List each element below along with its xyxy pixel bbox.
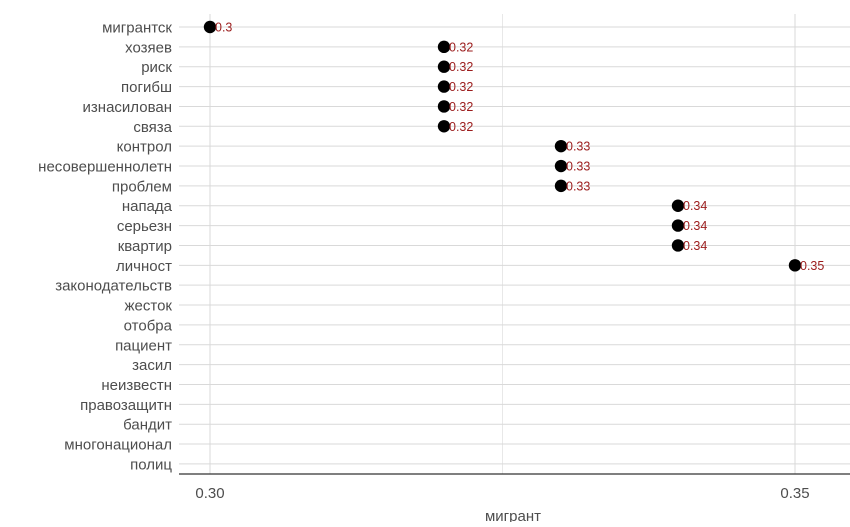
value-label: 0.32 [449,80,473,94]
category-labels: мигрантск хозяев риск погибш изнасилован связ… [38,20,172,474]
category-label: неизвестн [101,377,172,394]
category-label: несовершеннолетн [38,159,172,176]
value-label: 0.35 [800,259,824,273]
category-label: личност [116,258,172,275]
data-point [437,40,451,54]
category-label: связа [133,119,172,136]
data-point [437,120,451,133]
category-label: хозяев [125,39,172,56]
x-axis-title: мигрант [485,508,541,522]
x-tick-label: 0.30 [195,485,224,502]
data-points [203,20,802,272]
value-label: 0.32 [449,40,473,54]
data-point [554,159,568,173]
value-label: 0.34 [683,219,707,233]
value-label: 0.32 [449,100,473,114]
category-label: риск [141,59,172,76]
data-point [554,179,568,193]
category-label: напада [122,198,173,215]
category-label: законодательств [55,278,172,295]
data-point [437,100,451,113]
value-label: 0.33 [566,179,590,193]
value-label: 0.3 [215,21,232,35]
category-label: отобра [124,317,173,334]
value-label: 0.33 [566,140,590,154]
category-label: многонационал [64,437,172,454]
value-label: 0.32 [449,60,473,74]
data-point [554,139,568,153]
data-point [671,219,685,232]
value-label: 0.34 [683,199,707,213]
category-label: погибш [121,79,172,96]
category-label: серьезн [117,218,172,235]
category-label: правозащитн [80,397,172,414]
data-point [671,239,685,252]
category-label: жесток [125,298,173,315]
data-point [788,259,802,272]
data-point [437,80,451,93]
category-label: мигрантск [102,20,172,37]
value-labels: 0.3 0.32 0.32 0.32 0.32 0.32 0.33 0.33 0.33 0.34 0… [215,21,824,273]
category-label: засил [132,357,172,374]
data-point [437,60,451,73]
x-tick-labels: 0.300.350.400.450.50 [195,485,809,502]
category-label: контрол [117,139,172,156]
data-point [671,199,685,212]
x-tick-label: 0.35 [780,485,809,502]
category-label: проблем [112,178,172,195]
category-label: пациент [115,337,172,354]
category-label: полиц [130,456,172,473]
grid-layer [179,14,850,474]
value-label: 0.33 [566,160,590,174]
data-point [203,20,217,34]
category-label: изнасилован [83,99,172,116]
value-label: 0.34 [683,239,707,253]
category-label: бандит [123,417,172,434]
category-label: квартир [118,238,172,255]
value-label: 0.32 [449,120,473,134]
